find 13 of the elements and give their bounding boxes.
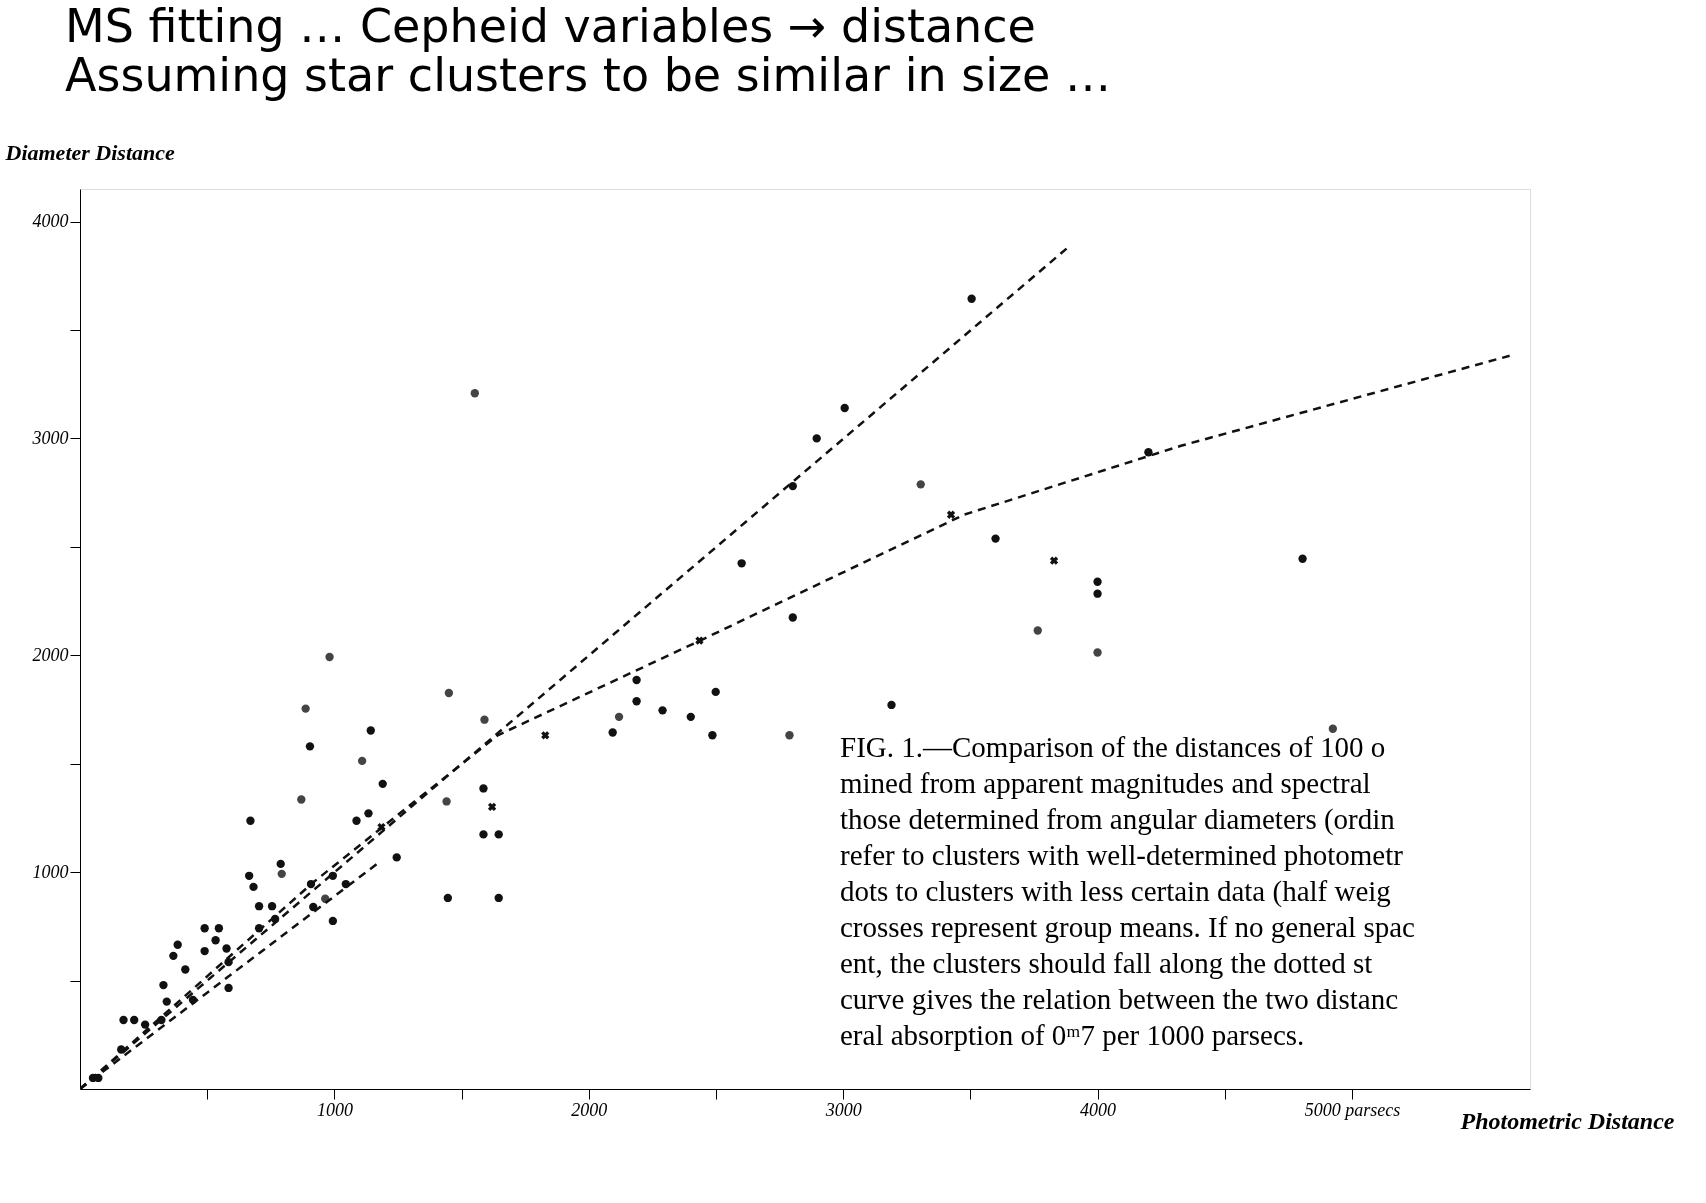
- x-tick-label: 2000: [571, 1099, 608, 1120]
- chart-title: MS fitting … Cepheid variables → distance: [65, 0, 1036, 53]
- y-axis-title: Diameter Distance: [4, 139, 175, 165]
- x-tick-label: 1000: [316, 1099, 353, 1120]
- y-tick-label: 3000: [31, 427, 69, 448]
- x-axis-title: Photometric Distance: [1459, 1107, 1675, 1134]
- x-tick-label: 5000 parsecs: [1304, 1099, 1401, 1120]
- y-tick-label: 4000: [32, 211, 69, 232]
- x-tick-label: 4000: [1080, 1099, 1117, 1120]
- x-tick-label: 3000: [824, 1099, 862, 1120]
- y-tick-label: 2000: [32, 644, 69, 665]
- y-tick-label: 1000: [32, 861, 69, 882]
- text: FIG. 1.—Comparison of the distances of 100 o mined from apparent magnitudes and spectral those determined from angular diameters (ordin refer to clusters with well-determined photometr dots to clusters with less certain data (half weig crosses represent group means. If no general spac ent, the clusters should fall along the dotted st curve gives the relation between the two distanc eral absorption of 0ᵐ7 per 1000 parsecs.: [840, 731, 1415, 1051]
